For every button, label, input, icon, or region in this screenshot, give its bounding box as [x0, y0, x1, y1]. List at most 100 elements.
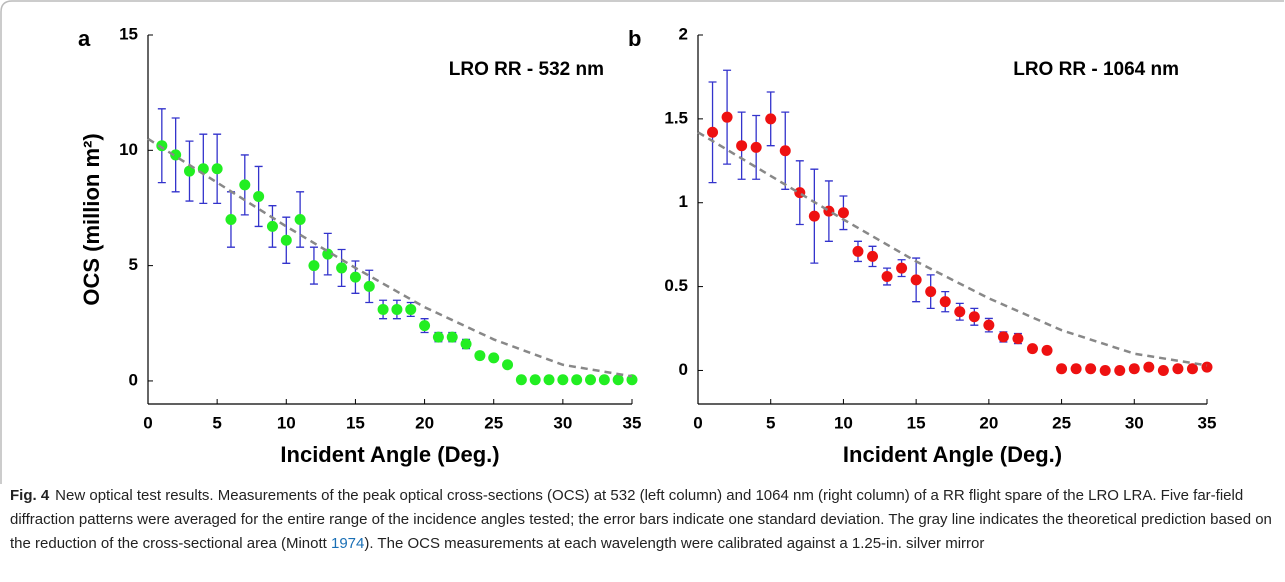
point [1128, 363, 1140, 375]
point [1085, 363, 1097, 375]
point [474, 350, 486, 362]
x-tick-label: 5 [766, 413, 775, 432]
y-tick-label: 10 [119, 140, 138, 159]
point [1157, 364, 1169, 376]
x-axis-label: Incident Angle (Deg.) [280, 442, 499, 467]
point [419, 320, 431, 332]
point [1114, 364, 1126, 376]
point [736, 140, 748, 152]
point [808, 210, 820, 222]
point [1026, 343, 1038, 355]
point [896, 262, 908, 274]
point [837, 207, 849, 219]
point [721, 111, 733, 123]
theory-line [147, 137, 633, 378]
point [211, 163, 223, 175]
x-tick-label: 20 [979, 413, 998, 432]
citation[interactable]: 1974 [331, 535, 365, 552]
point [502, 359, 514, 371]
point [294, 214, 306, 225]
point [925, 286, 937, 298]
caption-text: New optical test results. Measurements o… [10, 487, 1272, 552]
point [183, 165, 195, 177]
x-tick-label: 15 [346, 413, 365, 432]
point [779, 145, 791, 157]
point [1041, 344, 1053, 356]
point [997, 331, 1009, 343]
point [598, 374, 610, 386]
point [852, 245, 864, 257]
y-tick-label: 2 [679, 24, 688, 43]
point [867, 250, 879, 262]
point [1070, 363, 1082, 375]
point [910, 274, 922, 286]
point [543, 374, 555, 386]
point [266, 220, 278, 232]
point [460, 338, 472, 350]
y-tick-label: 1.5 [664, 108, 688, 127]
point [881, 271, 893, 283]
point [1012, 333, 1024, 345]
point [363, 280, 375, 292]
point [571, 374, 583, 386]
x-tick-label: 30 [1125, 413, 1144, 432]
x-tick-label: 35 [623, 413, 642, 432]
x-axis-label: Incident Angle (Deg.) [843, 442, 1062, 467]
point [349, 271, 361, 283]
x-tick-label: 30 [553, 413, 572, 432]
point [954, 306, 966, 318]
point [391, 303, 403, 315]
caption-label: Fig. 4 [10, 487, 50, 504]
panel-label: a [78, 26, 91, 51]
x-tick-label: 15 [907, 413, 926, 432]
panel-label: b [628, 26, 641, 51]
point [983, 319, 995, 331]
point [515, 374, 527, 386]
frame [0, 0, 1284, 484]
annotation: LRO RR - 1064 nm [1013, 59, 1179, 80]
annotation: LRO RR - 532 nm [449, 59, 604, 80]
point [1186, 363, 1198, 375]
x-tick-label: 10 [834, 413, 853, 432]
point [377, 303, 389, 315]
x-tick-label: 25 [1052, 413, 1071, 432]
point [557, 374, 569, 386]
point [939, 296, 951, 308]
point [1099, 364, 1111, 376]
point [308, 260, 320, 272]
point [225, 214, 237, 225]
theory-line [697, 131, 1208, 367]
point [1201, 361, 1213, 373]
y-tick-label: 0.5 [664, 276, 688, 295]
x-tick-label: 0 [143, 413, 152, 432]
point [968, 311, 980, 323]
caption: Fig. 4 New optical test results. Measurem… [10, 484, 1275, 556]
point [432, 331, 444, 343]
y-tick-label: 15 [119, 24, 138, 43]
caption-text-end: ). The OCS measurements at each waveleng… [364, 535, 985, 552]
point [280, 234, 292, 246]
point [529, 374, 541, 386]
x-tick-label: 25 [484, 413, 503, 432]
x-tick-label: 35 [1198, 413, 1217, 432]
point [405, 303, 417, 315]
x-tick-label: 0 [693, 413, 702, 432]
x-tick-label: 10 [277, 413, 296, 432]
point [750, 141, 762, 153]
y-tick-label: 5 [129, 255, 138, 274]
point [612, 374, 624, 386]
point [1172, 363, 1184, 375]
y-tick-label: 0 [679, 360, 688, 379]
point [322, 248, 334, 260]
point [1143, 361, 1155, 373]
point [1056, 363, 1068, 375]
y-axis-label: OCS (million m²) [79, 133, 104, 305]
point [707, 126, 719, 138]
point [765, 113, 777, 125]
point [585, 374, 597, 386]
point [336, 262, 348, 274]
point [170, 149, 182, 161]
y-tick-label: 1 [679, 192, 688, 211]
point [446, 331, 458, 343]
